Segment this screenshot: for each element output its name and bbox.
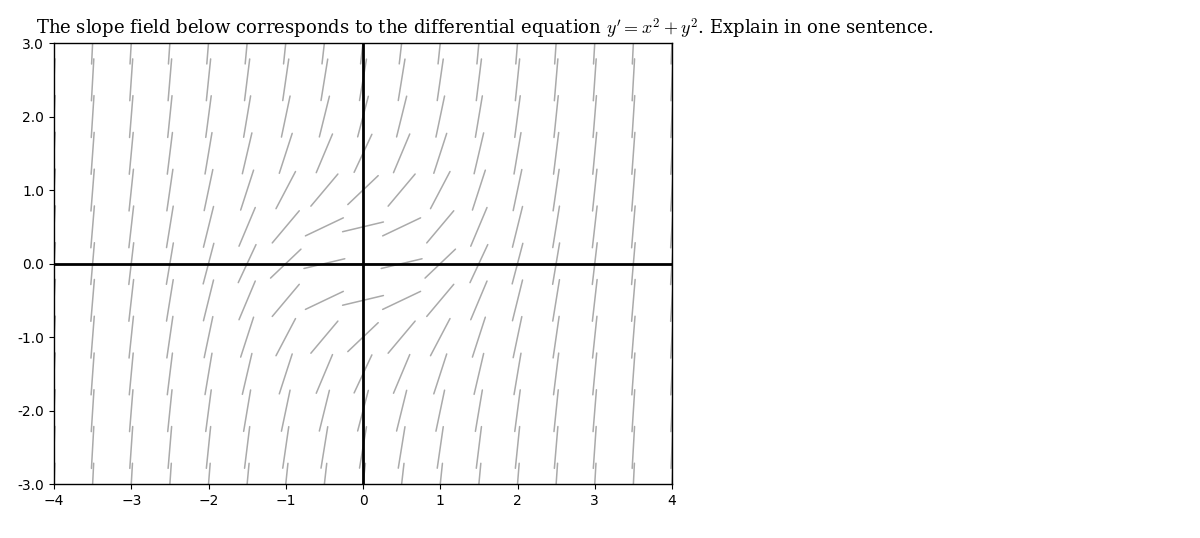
Text: The slope field below corresponds to the differential equation $y' = x^2 + y^2$.: The slope field below corresponds to the… (36, 16, 934, 41)
